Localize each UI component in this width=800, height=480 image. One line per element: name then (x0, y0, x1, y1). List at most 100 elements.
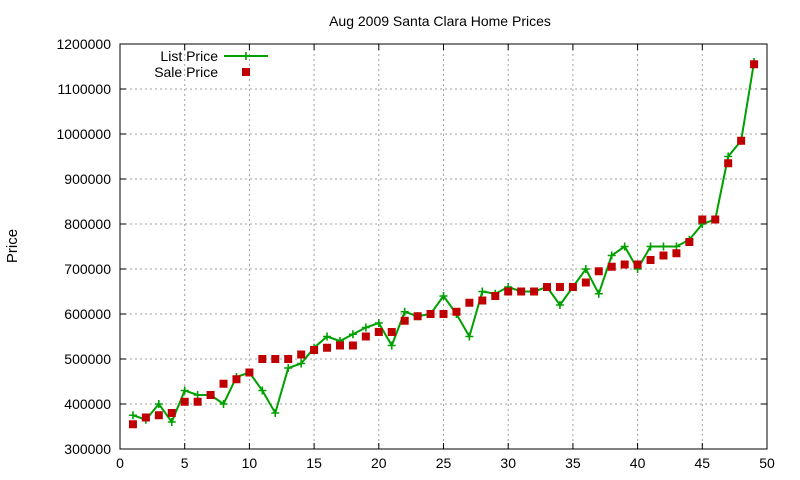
list-price-point (672, 242, 681, 251)
list-price-point (594, 289, 603, 298)
sale-price-point (737, 136, 746, 145)
x-tick-label: 10 (242, 455, 258, 471)
sale-price-point (219, 379, 228, 388)
sale-price-point (193, 397, 202, 406)
list-price-point (465, 332, 474, 341)
list-price-point (219, 400, 228, 408)
sale-price-point (659, 251, 668, 260)
sale-price-point (543, 283, 552, 291)
list-price-point (323, 332, 332, 341)
y-tick-label: 900000 (64, 171, 111, 187)
sale-price-point (400, 316, 409, 325)
y-tick-label: 1000000 (56, 126, 111, 142)
x-tick-label: 45 (695, 455, 711, 471)
list-price-point (400, 307, 409, 316)
sale-price-point (724, 159, 733, 168)
sale-price-point (646, 256, 655, 264)
list-price-point (659, 242, 668, 251)
sale-price-point (348, 341, 357, 350)
sale-price-point (167, 409, 176, 417)
sale-price-point (128, 420, 137, 429)
list-price-point (555, 301, 564, 309)
sale-price-point (452, 307, 461, 316)
list-price-point (258, 386, 267, 395)
sale-price-point (568, 283, 577, 291)
chart-title: Aug 2009 Santa Clara Home Prices (329, 13, 551, 29)
list-price-point (361, 323, 370, 332)
sale-price-point (387, 328, 396, 336)
x-tick-label: 40 (630, 455, 646, 471)
x-tick-label: 20 (371, 455, 387, 471)
sale-price-point (530, 287, 539, 296)
list-price-point (271, 409, 280, 417)
sale-price-point (711, 215, 720, 224)
sale-price-point (413, 312, 422, 321)
sale-price-point (335, 341, 344, 350)
sale-price-point (180, 397, 189, 406)
sale-price-point (672, 249, 681, 258)
sale-price-point (141, 413, 150, 422)
list-price-point (297, 359, 306, 368)
x-tick-label: 35 (565, 455, 581, 471)
list-price-point (439, 292, 448, 300)
x-tick-label: 25 (436, 455, 452, 471)
y-tick-label: 1200000 (56, 36, 111, 52)
list-price-point (193, 391, 202, 399)
x-tick-label: 15 (306, 455, 322, 471)
legend-marker-sale-price (242, 68, 250, 76)
sale-price-point (504, 287, 513, 296)
x-tick-label: 0 (116, 455, 124, 471)
sale-price-point (323, 343, 332, 352)
list-price-point (167, 418, 176, 426)
list-price-point (607, 251, 616, 260)
y-tick-label: 1100000 (58, 81, 112, 97)
sale-price-point (374, 328, 383, 336)
x-tick-label: 50 (759, 455, 775, 471)
sale-price-point (555, 283, 564, 291)
sale-price-point (607, 262, 616, 271)
sale-price-point (633, 260, 642, 269)
list-price-point (387, 341, 396, 350)
list-price-point (154, 400, 163, 408)
y-tick-label: 300000 (64, 441, 111, 457)
list-price-point (581, 265, 590, 273)
list-price-point (646, 242, 655, 251)
sale-price-point (465, 298, 474, 307)
list-price-point (374, 319, 383, 327)
y-tick-label: 500000 (64, 351, 111, 367)
sale-price-point (478, 296, 487, 305)
sale-price-point (685, 238, 694, 246)
sale-price-point (271, 355, 280, 363)
list-price-point (128, 411, 137, 420)
sale-price-point (297, 350, 306, 359)
sale-price-point (581, 278, 590, 287)
list-price-point (724, 152, 733, 161)
x-tick-label: 5 (181, 455, 189, 471)
sale-price-point (439, 310, 448, 318)
sale-price-point (232, 375, 241, 384)
list-price-point (348, 330, 357, 339)
x-tick-label: 30 (500, 455, 516, 471)
plot-area (128, 58, 759, 429)
y-axis-label: Price (4, 229, 21, 263)
y-tick-label: 800000 (64, 216, 111, 232)
sale-price-point (426, 310, 435, 318)
legend-label-sale-price: Sale Price (154, 64, 218, 80)
sale-price-point (206, 391, 215, 399)
axis-ticks: 0 5 10 15 20 25 30 35 40 45 50 300000 400000 500000 60… (56, 36, 775, 471)
list-price-point (180, 386, 189, 395)
sale-price-point (361, 332, 370, 341)
sale-price-point (258, 355, 267, 363)
sale-price-point (154, 411, 163, 420)
sale-price-point (245, 368, 254, 377)
legend-marker-list-price (242, 52, 250, 60)
sale-price-point (284, 355, 293, 363)
sale-price-point (310, 346, 319, 354)
sale-price-point (491, 292, 500, 300)
list-price-point (478, 287, 487, 296)
list-price-point (284, 364, 293, 372)
sale-price-point (517, 287, 526, 296)
sale-price-point (750, 60, 759, 69)
